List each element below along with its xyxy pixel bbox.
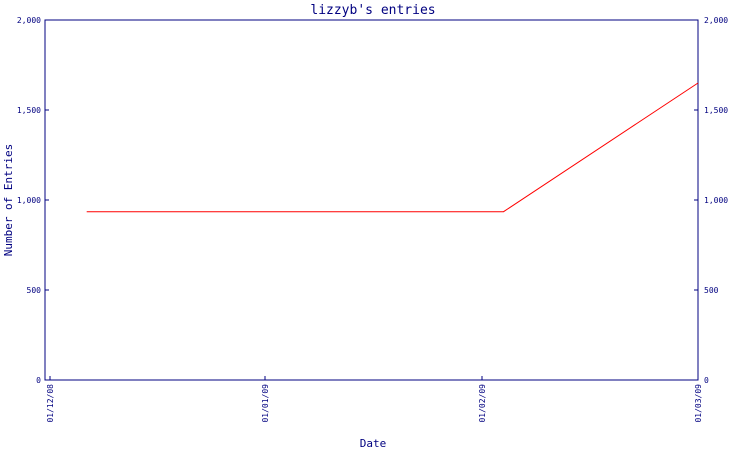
- y-tick-label-left: 1,500: [17, 106, 41, 115]
- y-tick-label-right: 0: [704, 376, 709, 385]
- y-tick-label-right: 2,000: [704, 16, 728, 25]
- y-axis-right: 0 500 1,000 1,500 2,000: [694, 16, 728, 385]
- y-tick-label-right: 500: [704, 286, 719, 295]
- x-tick-label: 01/02/09: [478, 384, 487, 423]
- y-tick-label-right: 1,000: [704, 196, 728, 205]
- y-tick-label-left: 500: [27, 286, 42, 295]
- plot-area: [44, 19, 699, 381]
- x-tick-label: 01/12/08: [46, 384, 55, 423]
- chart-title: lizzyb's entries: [310, 3, 435, 18]
- x-axis-label: Date: [360, 437, 387, 450]
- series-line: [86, 82, 699, 213]
- y-tick-label-left: 2,000: [17, 16, 41, 25]
- y-tick-label-right: 1,500: [704, 106, 728, 115]
- x-axis: 01/12/08 01/01/09 01/02/09 01/03/09: [46, 376, 703, 423]
- x-tick-label: 01/01/09: [261, 384, 270, 423]
- series-layer: [86, 82, 699, 213]
- y-axis-label: Number of Entries: [2, 144, 15, 257]
- y-axis-left: 0 500 1,000 1,500 2,000: [17, 16, 49, 385]
- y-tick-label-left: 0: [36, 376, 41, 385]
- x-tick-label: 01/03/09: [694, 384, 703, 423]
- y-tick-label-left: 1,000: [17, 196, 41, 205]
